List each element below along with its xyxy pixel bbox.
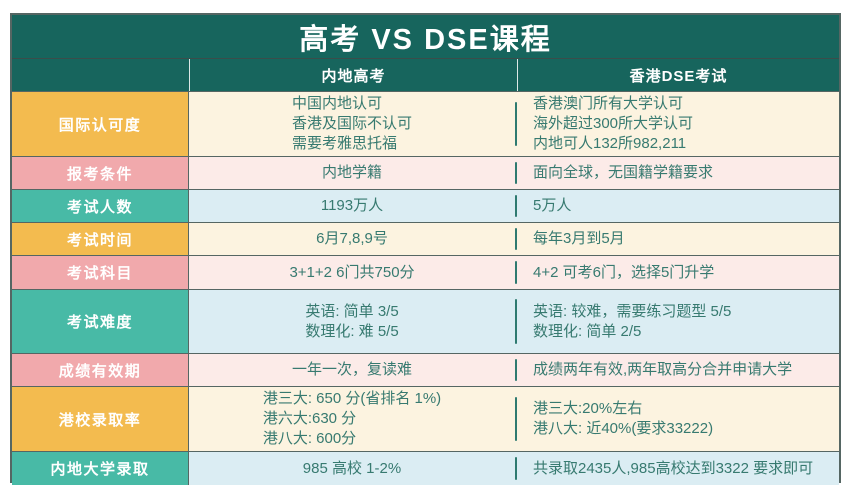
- row-content: 港三大: 650 分(省排名 1%) 港六大:630 分 港八大: 600分 港…: [189, 387, 839, 451]
- row-content: 6月7,8,9号 每年3月到5月: [189, 223, 839, 255]
- dse-cell: 共录取2435人,985高校达到3322 要求即可: [517, 459, 839, 479]
- cell-line: 港八大: 近40%(要求33222): [533, 420, 714, 437]
- row-label-text: 报考条件: [66, 165, 133, 183]
- row-label-text: 考试难度: [66, 314, 133, 331]
- page-title: 高考 VS DSE课程: [12, 15, 839, 59]
- page-title-text: 高考 VS DSE课程: [299, 23, 552, 56]
- dse-cell: 面向全球，无国籍学籍要求: [517, 163, 839, 183]
- table-row-exam-difficulty: 考试难度 英语: 简单 3/5 数理化: 难 5/5 英语: 较难，需要练习题型…: [12, 289, 839, 353]
- cell-line: 内地学籍: [321, 164, 382, 181]
- gaokao-cell: 中国内地认可 香港及国际不认可 需要考雅思托福: [189, 94, 515, 154]
- dse-cell: 每年3月到5月: [517, 229, 839, 249]
- table-row-application-requirements: 报考条件 内地学籍 面向全球，无国籍学籍要求: [12, 156, 839, 189]
- cell-line: 英语: 简单 3/5: [305, 302, 399, 320]
- row-content: 一年一次，复读难 成绩两年有效,两年取高分合并申请大学: [189, 354, 839, 386]
- cell-line: 港八大: 600分: [262, 430, 357, 447]
- gaokao-cell: 985 高校 1-2%: [189, 459, 515, 479]
- cell-line: 共录取2435人,985高校达到3322 要求即可: [533, 459, 814, 477]
- column-divider: [515, 101, 517, 147]
- row-label-text: 考试科目: [66, 265, 133, 282]
- dse-cell: 5万人: [517, 196, 839, 216]
- column-divider: [515, 396, 517, 442]
- cell-line: 港三大: 650 分(省排名 1%): [262, 390, 442, 407]
- row-label-text: 国际认可度: [58, 116, 142, 134]
- row-label: 港校录取率: [12, 387, 189, 451]
- cell-line: 4+2 可考6门，选择5门升学: [533, 263, 715, 281]
- row-label: 考试难度: [12, 290, 189, 353]
- row-label-text: 成绩有效期: [58, 362, 142, 380]
- cell-line: 985 高校 1-2%: [302, 459, 402, 477]
- table-row-hk-admission-rate: 港校录取率 港三大: 650 分(省排名 1%) 港六大:630 分 港八大: …: [12, 386, 839, 451]
- row-label-text: 考试人数: [66, 198, 133, 216]
- column-divider: [515, 161, 517, 185]
- gaokao-cell: 3+1+2 6门共750分: [189, 263, 515, 283]
- column-header-dse-label: 香港DSE考试: [629, 67, 728, 85]
- row-label: 报考条件: [12, 157, 189, 189]
- column-divider: [515, 456, 517, 481]
- row-content: 中国内地认可 香港及国际不认可 需要考雅思托福 香港澳门所有大学认可 海外超过3…: [189, 92, 839, 156]
- cell-line: 5万人: [533, 197, 572, 214]
- row-label-text: 港校录取率: [58, 411, 142, 429]
- column-divider: [515, 358, 517, 382]
- dse-cell: 港三大:20%左右 港八大: 近40%(要求33222): [517, 399, 839, 439]
- cell-line: 成绩两年有效,两年取高分合并申请大学: [533, 361, 793, 378]
- table-row-exam-dates: 考试时间 6月7,8,9号 每年3月到5月: [12, 222, 839, 255]
- header-spacer-cell: [12, 59, 189, 91]
- gaokao-cell: 英语: 简单 3/5 数理化: 难 5/5: [189, 302, 515, 342]
- table-row-exam-population: 考试人数 1193万人 5万人: [12, 189, 839, 222]
- cell-line: 数理化: 简单 2/5: [533, 322, 642, 340]
- cell-line: 数理化: 难 5/5: [305, 322, 399, 340]
- dse-cell: 香港澳门所有大学认可 海外超过300所大学认可 内地可人132所982,211: [517, 94, 839, 154]
- cell-line: 港六大:630 分: [262, 410, 357, 427]
- row-label: 成绩有效期: [12, 354, 189, 386]
- table-row-score-validity: 成绩有效期 一年一次，复读难 成绩两年有效,两年取高分合并申请大学: [12, 353, 839, 386]
- row-label-text: 考试时间: [66, 231, 133, 249]
- column-divider: [515, 194, 517, 218]
- row-label-text: 内地大学录取: [50, 461, 150, 478]
- column-header-dse: 香港DSE考试: [517, 59, 839, 91]
- gaokao-cell: 一年一次，复读难: [189, 360, 515, 380]
- row-label: 国际认可度: [12, 92, 189, 156]
- cell-line: 1193万人: [320, 197, 384, 214]
- column-header-gaokao: 内地高考: [189, 59, 517, 91]
- dse-cell: 4+2 可考6门，选择5门升学: [517, 263, 839, 283]
- gaokao-cell: 6月7,8,9号: [189, 229, 515, 249]
- cell-line: 6月7,8,9号: [316, 230, 388, 247]
- cell-line: 香港澳门所有大学认可: [533, 95, 684, 112]
- column-divider: [515, 299, 517, 344]
- table-row-international-recognition: 国际认可度 中国内地认可 香港及国际不认可 需要考雅思托福 香港澳门所有大学认可…: [12, 91, 839, 156]
- cell-line: 内地可人132所982,211: [533, 135, 687, 152]
- cell-line: 中国内地认可: [291, 95, 382, 112]
- column-divider: [515, 227, 517, 251]
- cell-line: 每年3月到5月: [533, 230, 625, 247]
- cell-line: 香港及国际不认可: [291, 115, 412, 132]
- column-divider: [515, 260, 517, 285]
- cell-line: 需要考雅思托福: [291, 135, 397, 152]
- row-label: 内地大学录取: [12, 452, 189, 485]
- gaokao-cell: 港三大: 650 分(省排名 1%) 港六大:630 分 港八大: 600分: [189, 389, 515, 449]
- table-row-mainland-university-admission: 内地大学录取 985 高校 1-2% 共录取2435人,985高校达到3322 …: [12, 451, 839, 485]
- row-content: 英语: 简单 3/5 数理化: 难 5/5 英语: 较难，需要练习题型 5/5 …: [189, 290, 839, 353]
- row-label: 考试时间: [12, 223, 189, 255]
- row-label: 考试人数: [12, 190, 189, 222]
- comparison-table: 高考 VS DSE课程 内地高考 香港DSE考试 国际认可度 中国内地认可 香港…: [10, 13, 841, 485]
- dse-cell: 成绩两年有效,两年取高分合并申请大学: [517, 360, 839, 380]
- row-content: 3+1+2 6门共750分 4+2 可考6门，选择5门升学: [189, 256, 839, 289]
- cell-line: 3+1+2 6门共750分: [289, 263, 415, 281]
- table-header-row: 内地高考 香港DSE考试: [12, 59, 839, 91]
- cell-line: 英语: 较难，需要练习题型 5/5: [533, 302, 732, 320]
- dse-cell: 英语: 较难，需要练习题型 5/5 数理化: 简单 2/5: [517, 302, 839, 342]
- cell-line: 面向全球，无国籍学籍要求: [533, 164, 714, 181]
- table-row-exam-subjects: 考试科目 3+1+2 6门共750分 4+2 可考6门，选择5门升学: [12, 255, 839, 289]
- row-content: 1193万人 5万人: [189, 190, 839, 222]
- cell-line: 海外超过300所大学认可: [533, 115, 694, 132]
- row-content: 985 高校 1-2% 共录取2435人,985高校达到3322 要求即可: [189, 452, 839, 485]
- gaokao-cell: 内地学籍: [189, 163, 515, 183]
- gaokao-cell: 1193万人: [189, 196, 515, 216]
- cell-line: 一年一次，复读难: [291, 361, 412, 378]
- column-header-gaokao-label: 内地高考: [321, 67, 386, 85]
- cell-line: 港三大:20%左右: [533, 400, 643, 417]
- row-content: 内地学籍 面向全球，无国籍学籍要求: [189, 157, 839, 189]
- row-label: 考试科目: [12, 256, 189, 289]
